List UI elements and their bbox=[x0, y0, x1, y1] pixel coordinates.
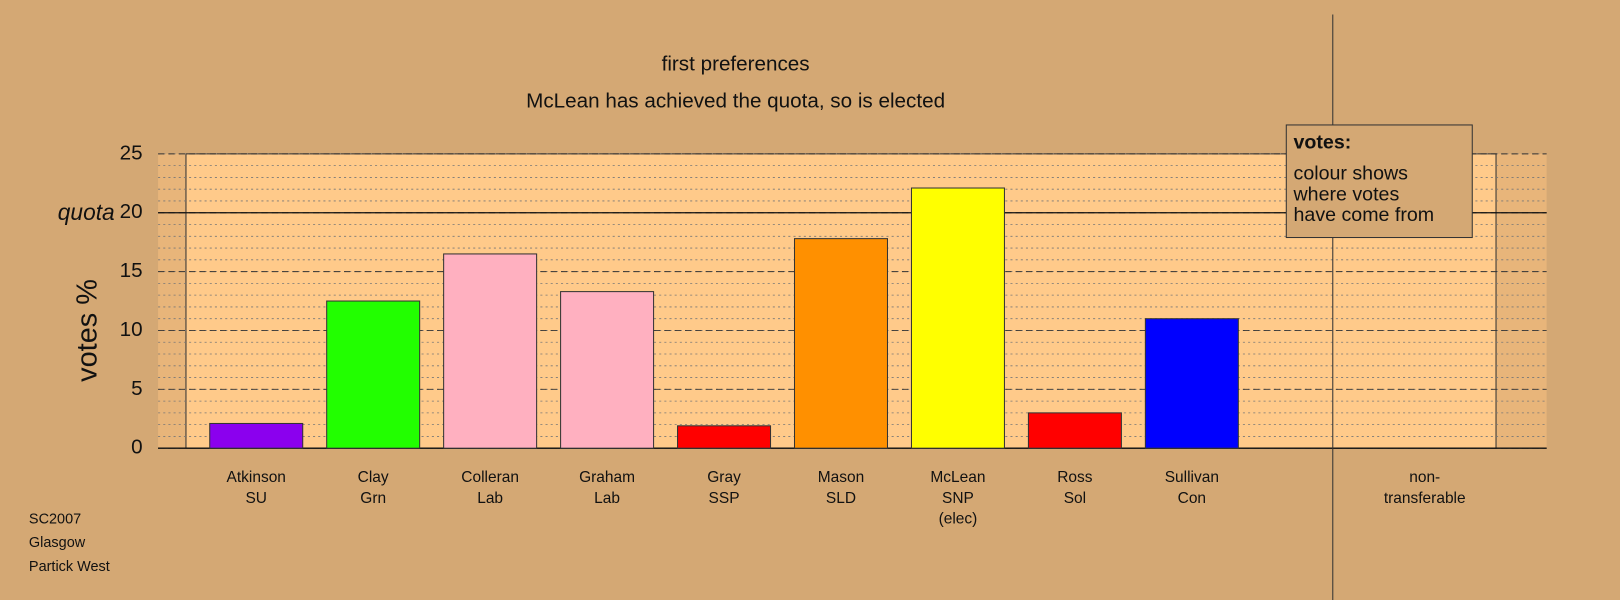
bar bbox=[910, 187, 1005, 449]
footer-text: Partick West bbox=[29, 559, 110, 575]
bar bbox=[560, 291, 655, 449]
bar bbox=[209, 422, 304, 449]
chart-subtitle: McLean has achieved the quota, so is ele… bbox=[526, 90, 945, 113]
bars bbox=[209, 187, 1239, 449]
y-tick-label: 15 bbox=[120, 259, 143, 282]
bar bbox=[443, 253, 538, 449]
bar bbox=[677, 425, 772, 449]
x-tick-label: Sol bbox=[1064, 490, 1086, 507]
x-tick-label: SNP bbox=[942, 490, 974, 507]
quota-label: quota bbox=[58, 199, 115, 225]
bar bbox=[793, 238, 889, 449]
x-tick-label: Mason bbox=[818, 469, 864, 486]
legend: votes: colour shows where votes have com… bbox=[1285, 124, 1473, 239]
x-tick-label: (elec) bbox=[939, 511, 978, 528]
bar bbox=[1144, 318, 1239, 449]
x-tick-label: McLean bbox=[930, 469, 985, 486]
legend-title: votes: bbox=[1294, 132, 1352, 154]
x-tick-label: SU bbox=[245, 490, 267, 507]
x-tick-label: non- bbox=[1409, 469, 1440, 486]
x-tick-label: Atkinson bbox=[227, 469, 286, 486]
x-tick-label: SSP bbox=[709, 490, 740, 507]
y-tick-label: 0 bbox=[131, 436, 142, 459]
bar bbox=[326, 300, 421, 449]
chart-title: first preferences bbox=[662, 53, 810, 76]
x-tick-label: transferable bbox=[1384, 490, 1466, 507]
legend-text: colour shows bbox=[1294, 163, 1409, 185]
y-axis-label: votes % bbox=[71, 279, 103, 382]
x-tick-label: Con bbox=[1178, 490, 1206, 507]
legend-text: where votes bbox=[1293, 183, 1400, 205]
x-tick-label: Lab bbox=[477, 490, 503, 507]
footer-text: Glasgow bbox=[29, 535, 86, 551]
y-tick-label: 10 bbox=[120, 318, 143, 341]
x-tick-label: SLD bbox=[826, 490, 856, 507]
x-tick-label: Clay bbox=[358, 469, 389, 486]
y-tick-label: 5 bbox=[131, 377, 142, 400]
legend-text: have come from bbox=[1294, 204, 1435, 226]
y-tick-label: 25 bbox=[120, 141, 143, 164]
x-tick-label: Graham bbox=[579, 469, 635, 486]
x-tick-label: Grn bbox=[360, 490, 386, 507]
x-tick-label: Colleran bbox=[461, 469, 519, 486]
x-tick-label: Ross bbox=[1057, 469, 1093, 486]
footer-text: SC2007 bbox=[29, 511, 81, 527]
legend-box bbox=[1285, 124, 1473, 239]
x-tick-label: Lab bbox=[594, 490, 620, 507]
y-tick-label: 20 bbox=[120, 200, 143, 223]
x-tick-label: Sullivan bbox=[1165, 469, 1219, 486]
x-tick-label: Gray bbox=[707, 469, 741, 486]
bar bbox=[1027, 412, 1122, 449]
